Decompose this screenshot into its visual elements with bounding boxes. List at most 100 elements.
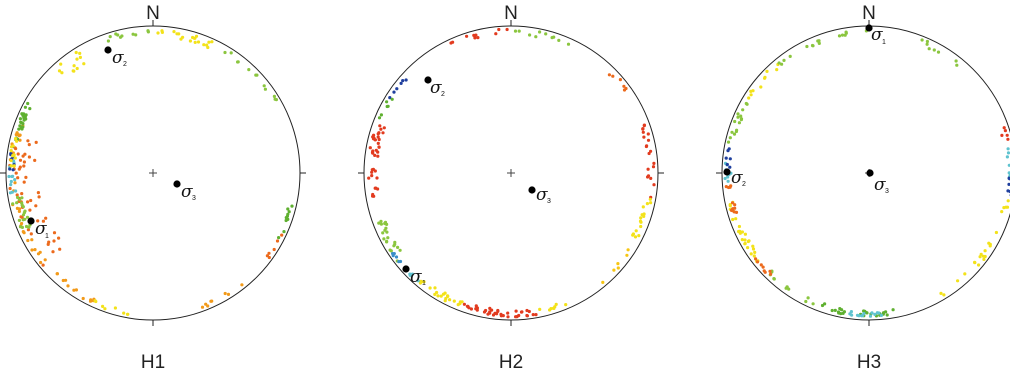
pole-point [22,180,26,184]
pole-point [647,151,651,156]
pole-point [18,117,22,121]
pole-point [936,50,941,54]
pole-point [9,164,13,168]
pole-point [255,73,259,77]
pole-point [734,217,738,221]
pole-point [21,213,26,217]
pole-point [396,245,400,249]
sigma2-marker: σ 2 [424,76,445,98]
pole-point [18,165,22,169]
pole-point [474,33,478,37]
pole-point [517,313,521,318]
pole-point [15,201,19,205]
pole-point [179,37,183,41]
pole-point [554,302,558,306]
pole-point [36,219,40,223]
pole-point [870,311,874,315]
pole-point [607,73,612,77]
pole-point [772,277,776,281]
pole-point [782,58,786,63]
pole-point [399,81,403,85]
pole-point [18,124,22,128]
pole-point [740,230,745,234]
pole-point [21,230,25,234]
pole-point [641,130,645,134]
pole-point [525,308,529,313]
pole-point [20,196,24,200]
pole-point [134,33,138,37]
pole-point [956,279,960,283]
pole-point [954,59,958,63]
pole-point [71,69,75,73]
pole-point [885,313,889,317]
pole-point [736,115,740,119]
pole-point [59,62,63,66]
pole-point [726,175,730,179]
svg-text:σ: σ [35,219,47,239]
pole-point [549,307,553,311]
pole-point [531,313,535,317]
pole-point [646,167,650,171]
pole-point [433,286,437,290]
pole-point [273,97,277,101]
pole-point [736,112,740,116]
pole-point [1005,205,1010,209]
pole-point [52,239,56,243]
pole-point [552,35,556,39]
pole-point [843,33,847,37]
pole-point [21,154,25,158]
pole-point [534,35,538,39]
pole-point [394,255,399,259]
pole-point [732,132,737,136]
pole-point [13,156,17,160]
pole-point [1007,163,1010,167]
pole-point [39,260,43,265]
pole-point [388,248,392,252]
pole-point [131,32,135,36]
pole-point [386,236,390,240]
pole-point [21,122,25,126]
pole-point [379,219,383,223]
pole-point [891,308,895,312]
pole-point [544,32,548,36]
pole-point [30,248,34,252]
pole-point [1005,155,1010,159]
pole-point [122,311,126,315]
pole-point [393,240,397,244]
pole-point [29,198,33,203]
pole-point [642,214,646,218]
pole-point [64,278,68,282]
pole-point [752,254,756,258]
pole-point [383,221,387,226]
pole-point [804,299,808,304]
pole-point [229,51,233,55]
pole-point [473,36,477,40]
pole-point [27,155,31,159]
pole-point [377,145,381,149]
pole-point [386,104,390,108]
pole-point [398,259,403,264]
pole-point [860,314,864,318]
pole-point [388,96,392,100]
pole-point [385,240,389,244]
pole-point [749,89,753,93]
pole-point [392,244,396,248]
pole-point [14,189,18,193]
pole-point [877,311,881,315]
pole-point [277,236,281,240]
panel-label-h1: H1 [141,352,165,373]
pole-point [193,40,197,45]
pole-point [1007,182,1010,186]
pole-point [16,195,20,200]
pole-point [514,315,518,319]
pole-point [28,107,32,111]
pole-point [262,84,266,88]
pole-point [611,74,615,78]
pole-point [206,304,210,308]
pole-point [381,231,385,235]
pole-point [476,36,480,40]
pole-point [768,269,772,273]
svg-text:σ: σ [536,185,548,205]
pole-point [642,124,646,128]
pole-point [642,135,646,139]
